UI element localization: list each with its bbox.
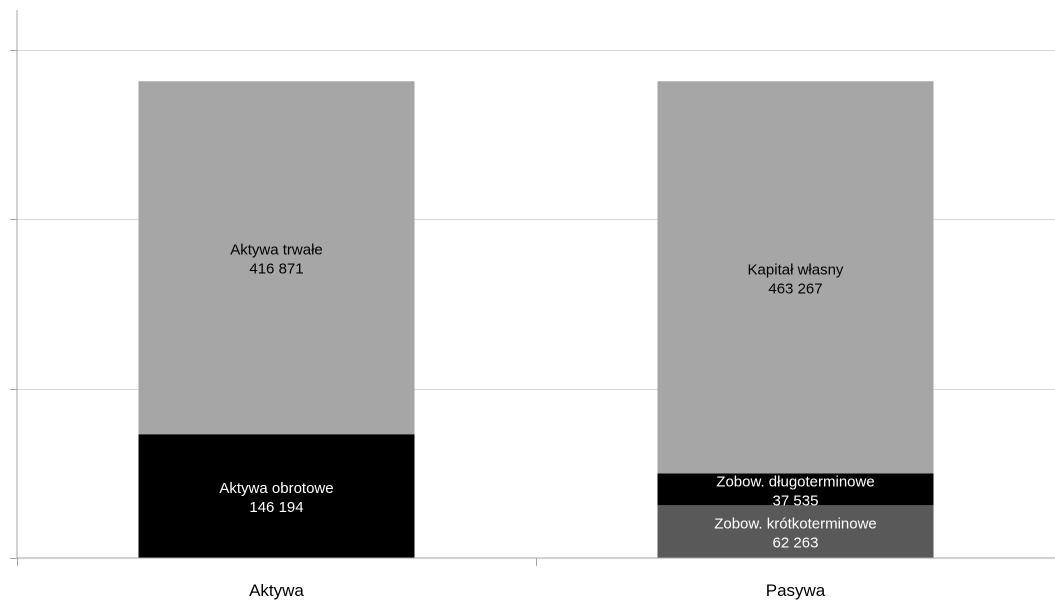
bar-segment-zobow-d-ugoterminowe bbox=[657, 473, 934, 506]
x-ticks bbox=[17, 558, 537, 566]
category-label-pasywa: Pasywa bbox=[766, 581, 826, 600]
category-label-aktywa: Aktywa bbox=[249, 581, 304, 600]
segment-value-label: 146 194 bbox=[249, 499, 303, 516]
bars bbox=[138, 81, 934, 558]
y-ticks bbox=[10, 50, 17, 559]
segment-name-label: Zobow. krótkoterminowe bbox=[714, 516, 877, 533]
segment-value-label: 463 267 bbox=[768, 280, 822, 297]
segment-name-label: Aktywa obrotowe bbox=[219, 480, 333, 497]
segment-value-label: 416 871 bbox=[249, 261, 303, 278]
bar-segment-kapita-w-asny bbox=[657, 81, 934, 474]
bar-segment-aktywa-trwa-e bbox=[138, 81, 415, 435]
segment-labels: Aktywa obrotowe 146 194 Aktywa trwałe 416 8… bbox=[219, 242, 876, 552]
segment-name-label: Zobow. długoterminowe bbox=[716, 473, 874, 490]
segment-value-label: 62 263 bbox=[773, 535, 819, 552]
segment-name-label: Aktywa trwałe bbox=[230, 242, 323, 259]
category-labels: Aktywa Pasywa bbox=[249, 581, 826, 600]
bar-segment-aktywa-obrotowe bbox=[138, 434, 415, 558]
bar-segment-zobow-kr-tkoterminowe bbox=[657, 505, 934, 558]
axes bbox=[10, 10, 1055, 566]
segment-value-label: 37 535 bbox=[773, 492, 819, 509]
segment-name-label: Kapitał własny bbox=[748, 261, 844, 278]
